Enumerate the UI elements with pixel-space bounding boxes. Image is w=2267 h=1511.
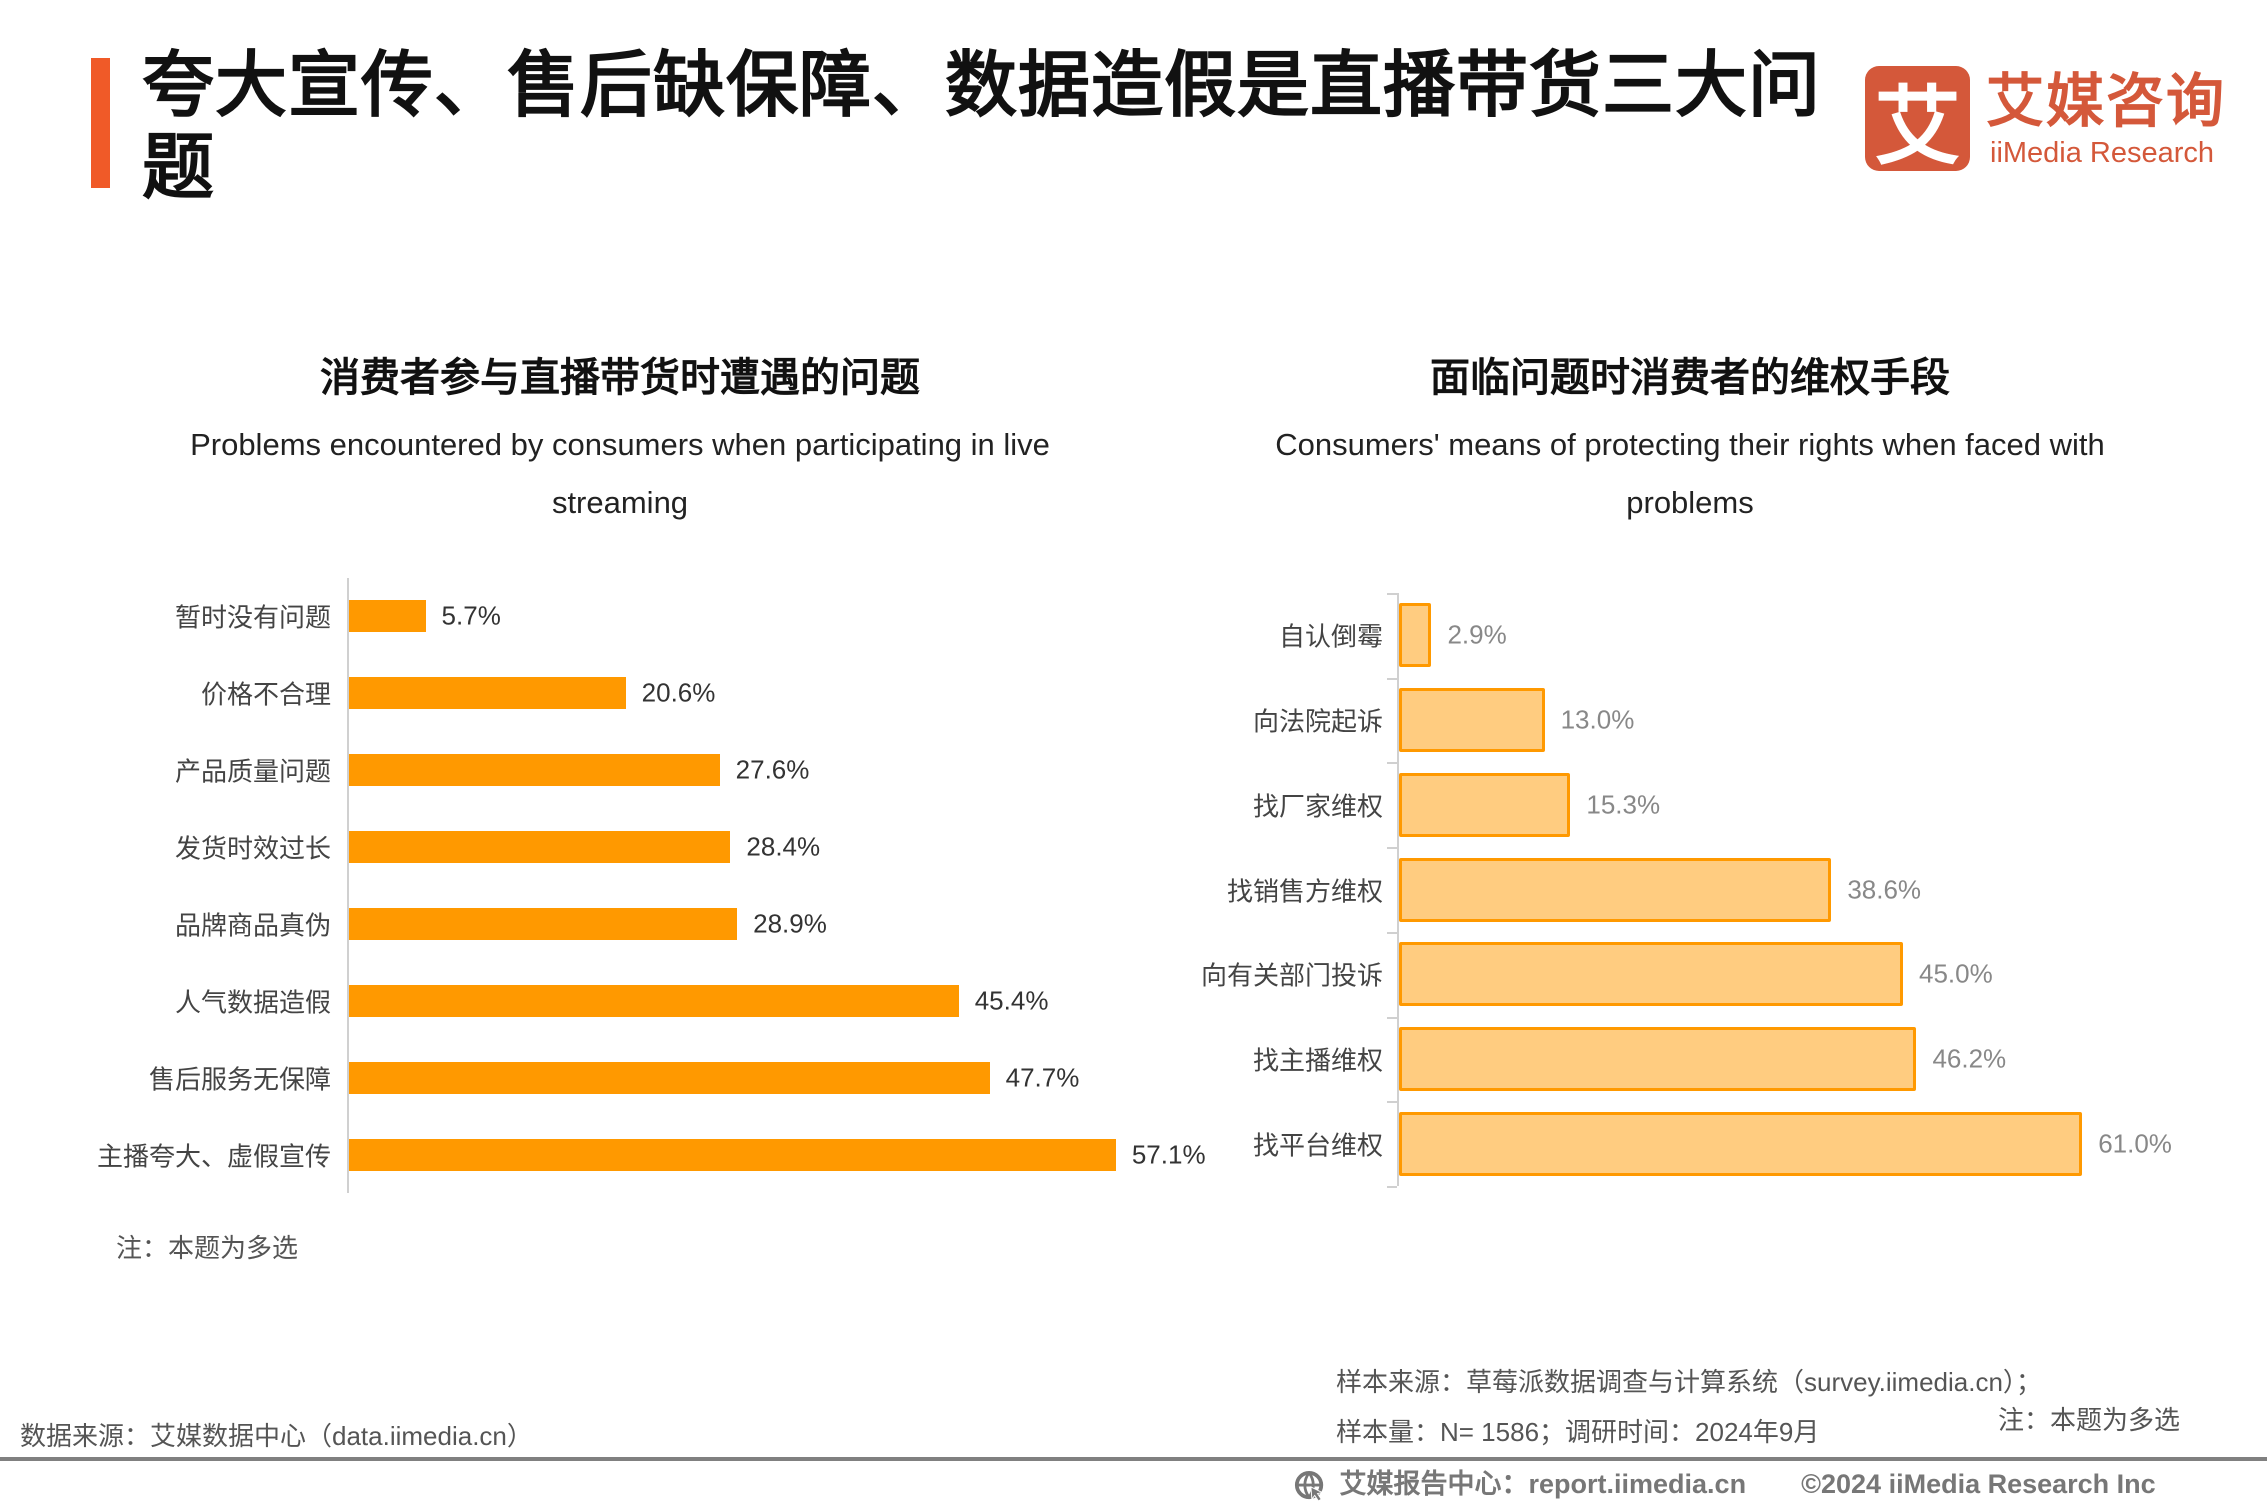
category-label: 向有关部门投诉 bbox=[1200, 961, 1383, 992]
value-label: 27.6% bbox=[735, 754, 810, 785]
right-chart-subtitle: Consumers' means of protecting their rig… bbox=[1275, 427, 2105, 520]
axis-tick bbox=[1387, 593, 1397, 595]
bar bbox=[349, 984, 959, 1017]
footer-divider bbox=[0, 1457, 2267, 1461]
axis-tick bbox=[1387, 1101, 1397, 1104]
value-label: 13.0% bbox=[1560, 704, 1635, 735]
category-label: 暂时没有问题 bbox=[174, 603, 331, 634]
category-label: 自认倒霉 bbox=[1278, 622, 1383, 653]
logo-name-cn: 艾媒咨询 bbox=[1986, 67, 2227, 135]
value-label: 28.9% bbox=[753, 908, 827, 939]
page-title: 夸大宣传、售后缺保障、数据造假是直播带货三大问题 bbox=[142, 43, 1822, 209]
axis-tick bbox=[1387, 847, 1397, 850]
left-footnote: 注：本题为多选 bbox=[116, 1233, 299, 1263]
category-label: 人气数据造假 bbox=[174, 988, 331, 1019]
bar bbox=[1399, 772, 1571, 837]
category-label: 向法院起诉 bbox=[1252, 707, 1383, 738]
bar bbox=[349, 1061, 990, 1094]
sample-size: 样本量：N= 1586；调研时间：2024年9月 bbox=[1336, 1417, 1820, 1447]
category-label: 品牌商品真伪 bbox=[174, 911, 331, 942]
value-label: 15.3% bbox=[1586, 789, 1661, 820]
copyright: ©2024 iiMedia Research Inc bbox=[1801, 1469, 2156, 1499]
right-chart-title: 面临问题时消费者的维权手段 bbox=[1430, 355, 1950, 401]
value-label: 38.6% bbox=[1847, 874, 1922, 904]
globe-cursor-icon bbox=[1294, 1470, 1326, 1502]
right-footnote: 注：本题为多选 bbox=[1998, 1405, 2181, 1435]
axis-tick bbox=[1387, 931, 1397, 934]
axis-tick bbox=[1387, 762, 1397, 765]
report-center-link[interactable]: 艾媒报告中心：report.iimedia.cn bbox=[1339, 1469, 1747, 1499]
value-label: 20.6% bbox=[641, 677, 716, 708]
category-label: 价格不合理 bbox=[200, 680, 331, 711]
category-label: 发货时效过长 bbox=[174, 834, 331, 865]
value-label: 46.2% bbox=[1932, 1043, 2007, 1074]
bar bbox=[349, 754, 720, 787]
axis-tick bbox=[1387, 1186, 1397, 1188]
bar bbox=[349, 907, 738, 940]
value-label: 45.4% bbox=[974, 985, 1049, 1016]
sample-source: 样本来源：草莓派数据调查与计算系统（survey.iimedia.cn）； bbox=[1336, 1367, 2042, 1397]
category-label: 找平台维权 bbox=[1252, 1131, 1383, 1162]
data-source: 数据来源：艾媒数据中心（data.iimedia.cn） bbox=[20, 1421, 533, 1451]
category-label: 找销售方维权 bbox=[1226, 877, 1383, 907]
category-label: 找主播维权 bbox=[1252, 1046, 1383, 1077]
title-accent-bar bbox=[91, 58, 110, 188]
bar bbox=[1399, 857, 1832, 922]
value-label: 45.0% bbox=[1919, 958, 1993, 989]
y-axis bbox=[347, 578, 349, 1193]
category-label: 主播夸大、虚假宣传 bbox=[96, 1142, 331, 1173]
y-axis bbox=[1397, 593, 1399, 1186]
bar bbox=[1399, 688, 1545, 753]
bar bbox=[349, 831, 731, 864]
category-label: 售后服务无保障 bbox=[148, 1065, 331, 1096]
category-label: 找厂家维权 bbox=[1252, 792, 1383, 823]
value-label: 5.7% bbox=[441, 600, 501, 631]
bar bbox=[1399, 942, 1903, 1007]
value-label: 2.9% bbox=[1447, 619, 1507, 650]
value-label: 47.7% bbox=[1005, 1062, 1080, 1093]
left-chart-subtitle: Problems encountered by consumers when p… bbox=[190, 427, 1050, 520]
bar bbox=[1399, 1111, 2083, 1176]
category-label: 产品质量问题 bbox=[174, 757, 331, 788]
logo-name-en: iiMedia Research bbox=[1990, 137, 2215, 169]
axis-tick bbox=[1387, 677, 1397, 680]
footer: 艾媒报告中心：report.iimedia.cn ©2024 iiMedia R… bbox=[1294, 1464, 2254, 1504]
bar bbox=[349, 1138, 1116, 1171]
value-label: 61.0% bbox=[2098, 1128, 2172, 1159]
logo-mark: 艾 bbox=[1865, 66, 1970, 177]
bar bbox=[1399, 603, 1432, 668]
value-label: 57.1% bbox=[1131, 1139, 1206, 1170]
value-label: 28.4% bbox=[746, 831, 821, 862]
bar bbox=[349, 677, 626, 710]
axis-tick bbox=[1387, 1016, 1397, 1019]
left-chart-title: 消费者参与直播带货时遭遇的问题 bbox=[320, 355, 920, 401]
bar bbox=[1399, 1026, 1917, 1091]
bar bbox=[349, 600, 426, 633]
